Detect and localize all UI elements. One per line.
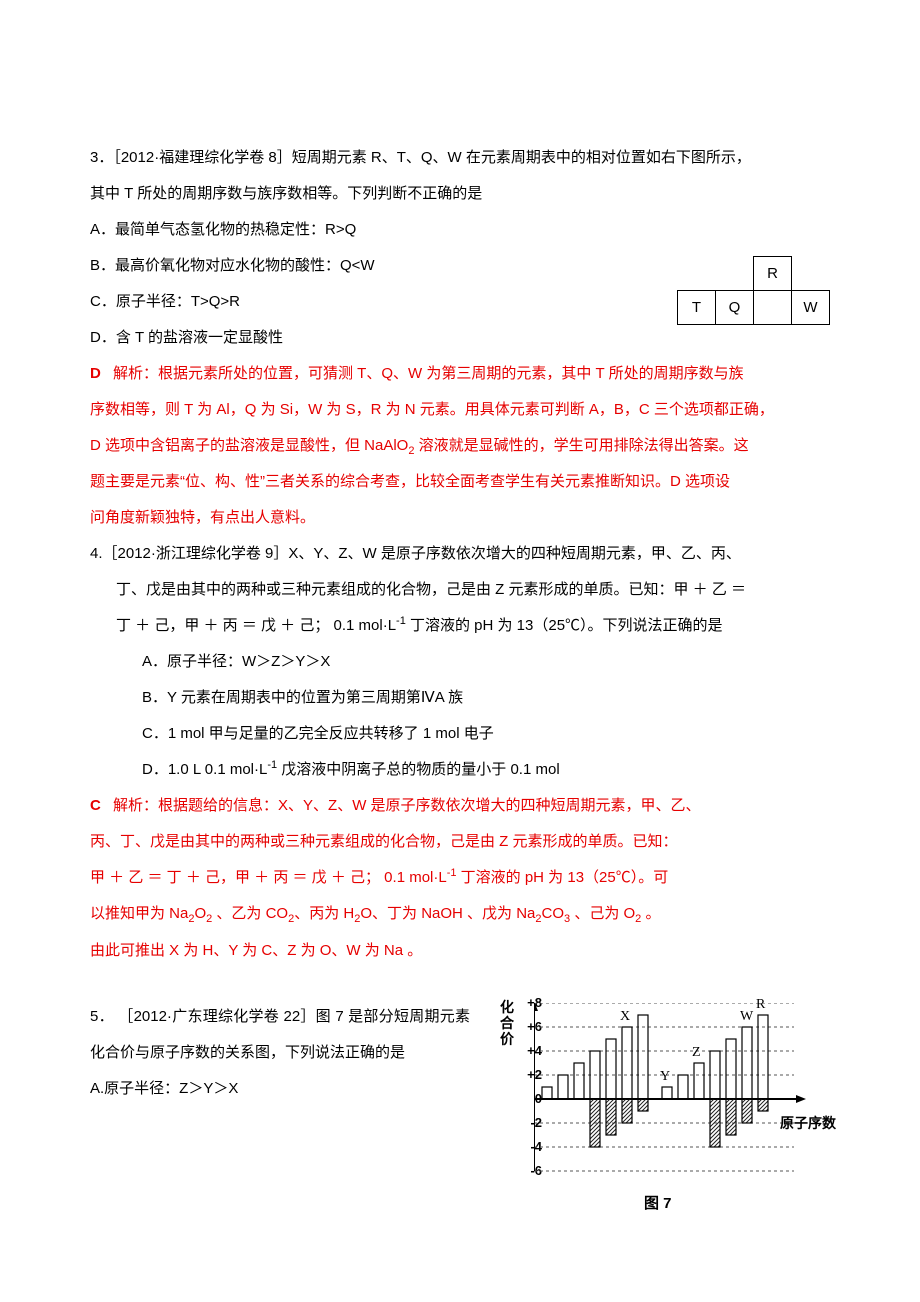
q3-answer-line3: D 选项中含铝离子的盐溶液是显酸性，但 NaAlO2 溶液就是显碱性的，学生可用… — [90, 428, 830, 464]
q3-cell-q: Q — [716, 291, 754, 325]
q3-option-d: D．含 T 的盐溶液一定显酸性 — [90, 320, 830, 356]
q3-stem-line1: 3．［2012·福建理综化学卷 8］短周期元素 R、T、Q、W 在元素周期表中的… — [90, 140, 830, 176]
element-label-r: R — [756, 997, 765, 1013]
q3-answer-line1: D 解析：根据元素所处的位置，可猜测 T、Q、W 为第三周期的元素，其中 T 所… — [90, 356, 830, 392]
question-5: 5． ［2012·广东理综化学卷 22］图 7 是部分短周期元素化合价与原子序数… — [90, 999, 830, 1107]
q4-option-d: D．1.0 L 0.1 mol·L-1 戊溶液中阴离子总的物质的量小于 0.1 … — [90, 752, 830, 788]
valence-svg — [534, 1003, 824, 1183]
q5-stem: 5． ［2012·广东理综化学卷 22］图 7 是部分短周期元素化合价与原子序数… — [90, 999, 470, 1071]
q3-option-a: A．最简单气态氢化物的热稳定性：R>Q — [90, 212, 830, 248]
q4-option-b: B．Y 元素在周期表中的位置为第三周期第ⅣA 族 — [90, 680, 830, 716]
q4-answer-line4: 以推知甲为 Na2O2 、乙为 CO2、丙为 H2O、丁为 NaOH 、戊为 N… — [90, 896, 830, 932]
y-axis-label: 化 合 价 — [500, 999, 514, 1047]
q5-option-a: A.原子半径：Z＞Y＞X — [90, 1071, 470, 1107]
q3-cell-w: W — [792, 291, 830, 325]
q3-stem-line2: 其中 T 所处的周期序数与族序数相等。下列判断不正确的是 — [90, 176, 830, 212]
q3-cell-t: T — [678, 291, 716, 325]
element-label-y: Y — [660, 1069, 670, 1085]
q4-answer-letter: C — [90, 797, 101, 814]
q3-cell-r: R — [754, 257, 792, 291]
q4-stem-line1: 4.［2012·浙江理综化学卷 9］X、Y、Z、W 是原子序数依次增大的四种短周… — [90, 536, 830, 572]
q3-periodic-table-snippet: R T Q W — [677, 256, 830, 325]
q3-answer-line4: 题主要是元素“位、构、性”三者关系的综合考查，比较全面考查学生有关元素推断知识。… — [90, 464, 830, 500]
element-label-w: W — [740, 1009, 753, 1025]
x-axis-label: 原子序数 — [780, 1113, 836, 1133]
q4-answer-line5: 由此可推出 X 为 H、Y 为 C、Z 为 O、W 为 Na 。 — [90, 933, 830, 969]
q4-answer-line3: 甲 ＋ 乙 ＝ 丁 ＋ 己，甲 ＋ 丙 ＝ 戊 ＋ 己； 0.1 mol·L-1… — [90, 860, 830, 896]
question-4: 4.［2012·浙江理综化学卷 9］X、Y、Z、W 是原子序数依次增大的四种短周… — [90, 536, 830, 968]
q4-option-c: C．1 mol 甲与足量的乙完全反应共转移了 1 mol 电子 — [90, 716, 830, 752]
q5-valence-chart: 化 合 价 +8+6+4+20-2-4-6 原子序数 图 7 XYZWR — [500, 999, 830, 1219]
element-label-z: Z — [692, 1045, 701, 1061]
q3-answer-line5: 问角度新颖独特，有点出人意料。 — [90, 500, 830, 536]
q4-stem-line2: 丁、戊是由其中的两种或三种元素组成的化合物，己是由 Z 元素形成的单质。已知：甲… — [90, 572, 830, 608]
q4-option-a: A．原子半径：W＞Z＞Y＞X — [90, 644, 830, 680]
q4-answer-line1: C 解析：根据题给的信息：X、Y、Z、W 是原子序数依次增大的四种短周期元素，甲… — [90, 788, 830, 824]
q3-cell-blank — [754, 291, 792, 325]
q3-answer-line2: 序数相等，则 T 为 Al，Q 为 Si，W 为 S，R 为 N 元素。用具体元… — [90, 392, 830, 428]
q4-answer-line2: 丙、丁、戊是由其中的两种或三种元素组成的化合物，己是由 Z 元素形成的单质。已知… — [90, 824, 830, 860]
question-3: 3．［2012·福建理综化学卷 8］短周期元素 R、T、Q、W 在元素周期表中的… — [90, 140, 830, 536]
q4-stem-line3: 丁 ＋ 己，甲 ＋ 丙 ＝ 戊 ＋ 己； 0.1 mol·L-1 丁溶液的 pH… — [90, 608, 830, 644]
q3-answer-text1: 解析：根据元素所处的位置，可猜测 T、Q、W 为第三周期的元素，其中 T 所处的… — [113, 365, 744, 382]
element-label-x: X — [620, 1009, 630, 1025]
q3-answer-letter: D — [90, 365, 101, 382]
figure-caption: 图 7 — [644, 1192, 672, 1213]
